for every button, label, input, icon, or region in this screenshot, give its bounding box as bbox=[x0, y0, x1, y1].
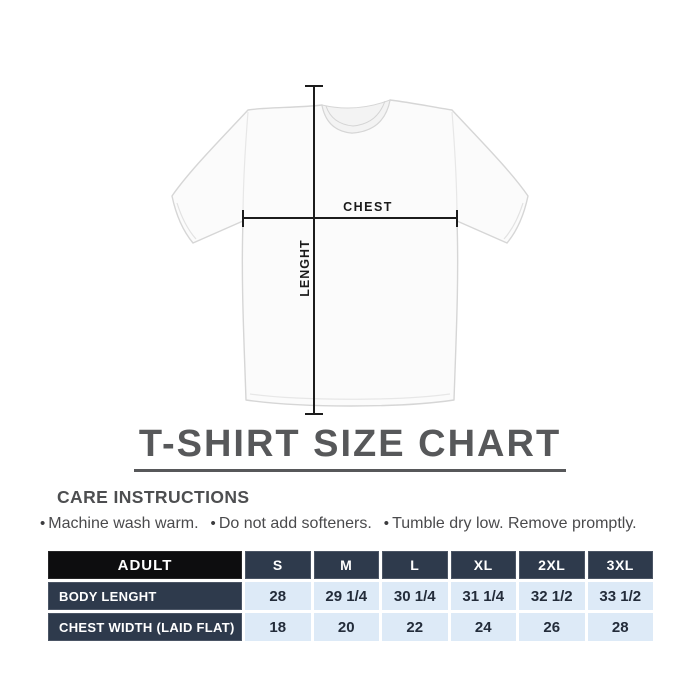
length-measure-line bbox=[305, 85, 323, 415]
care-section: CARE INSTRUCTIONS • Machine wash warm. •… bbox=[40, 487, 670, 533]
header-cell-3xl: 3XL bbox=[587, 551, 653, 579]
care-heading: CARE INSTRUCTIONS bbox=[57, 487, 250, 507]
page-title: T-SHIRT SIZE CHART bbox=[138, 423, 562, 465]
care-item-1: • Machine wash warm. bbox=[40, 515, 199, 533]
care-item-3: • Tumble dry low. Remove promptly. bbox=[384, 515, 637, 533]
chest-width-l: 22 bbox=[382, 613, 448, 641]
tshirt-right-seam bbox=[451, 111, 458, 220]
bullet-icon: • bbox=[40, 515, 46, 532]
row-label-body-length: BODY LENGHT bbox=[48, 582, 242, 610]
chest-width-xl: 24 bbox=[450, 613, 516, 641]
chest-label: CHEST bbox=[343, 200, 393, 214]
tshirt-body bbox=[171, 99, 529, 407]
body-length-3xl: 33 1/2 bbox=[587, 582, 653, 610]
body-length-2xl: 32 1/2 bbox=[519, 582, 585, 610]
tshirt-left-cuff-stitch bbox=[176, 202, 197, 240]
care-item-text: Machine wash warm. bbox=[48, 515, 199, 532]
chest-width-2xl: 26 bbox=[519, 613, 585, 641]
header-cell-m: M bbox=[313, 551, 379, 579]
tshirt-measurement-diagram: CHEST LENGHT bbox=[171, 85, 529, 415]
care-item-text: Do not add softeners. bbox=[218, 515, 372, 532]
header-cell-xl: XL bbox=[450, 551, 516, 579]
care-item-text: Tumble dry low. Remove promptly. bbox=[392, 515, 637, 532]
care-list: • Machine wash warm. • Do not add soften… bbox=[40, 515, 670, 533]
header-cell-2xl: 2XL bbox=[519, 551, 585, 579]
care-item-2: • Do not add softeners. bbox=[211, 515, 372, 533]
row-label-chest-width: CHEST WIDTH (LAID FLAT) bbox=[48, 613, 242, 641]
size-table: ADULT S M L XL 2XL 3XL BODY LENGHT 28 29… bbox=[48, 551, 653, 641]
body-length-m: 29 1/4 bbox=[313, 582, 379, 610]
tshirt-right-cuff-stitch bbox=[503, 202, 524, 240]
header-cell-l: L bbox=[382, 551, 448, 579]
tshirt-left-seam bbox=[242, 111, 249, 220]
chest-measure-line bbox=[242, 210, 458, 227]
body-length-xl: 31 1/4 bbox=[450, 582, 516, 610]
title-underline bbox=[134, 469, 566, 472]
chest-width-3xl: 28 bbox=[587, 613, 653, 641]
chest-width-s: 18 bbox=[245, 613, 311, 641]
tshirt-collar bbox=[321, 99, 391, 134]
title-block: T-SHIRT SIZE CHART bbox=[0, 423, 700, 472]
length-label: LENGHT bbox=[298, 239, 312, 296]
bullet-icon: • bbox=[210, 515, 216, 532]
body-length-s: 28 bbox=[245, 582, 311, 610]
header-cell-adult: ADULT bbox=[48, 551, 242, 579]
tshirt-collar-band bbox=[325, 100, 386, 127]
chest-width-m: 20 bbox=[313, 613, 379, 641]
body-length-l: 30 1/4 bbox=[382, 582, 448, 610]
tshirt-hem-stitch bbox=[249, 393, 451, 400]
header-cell-s: S bbox=[245, 551, 311, 579]
bullet-icon: • bbox=[383, 515, 390, 532]
